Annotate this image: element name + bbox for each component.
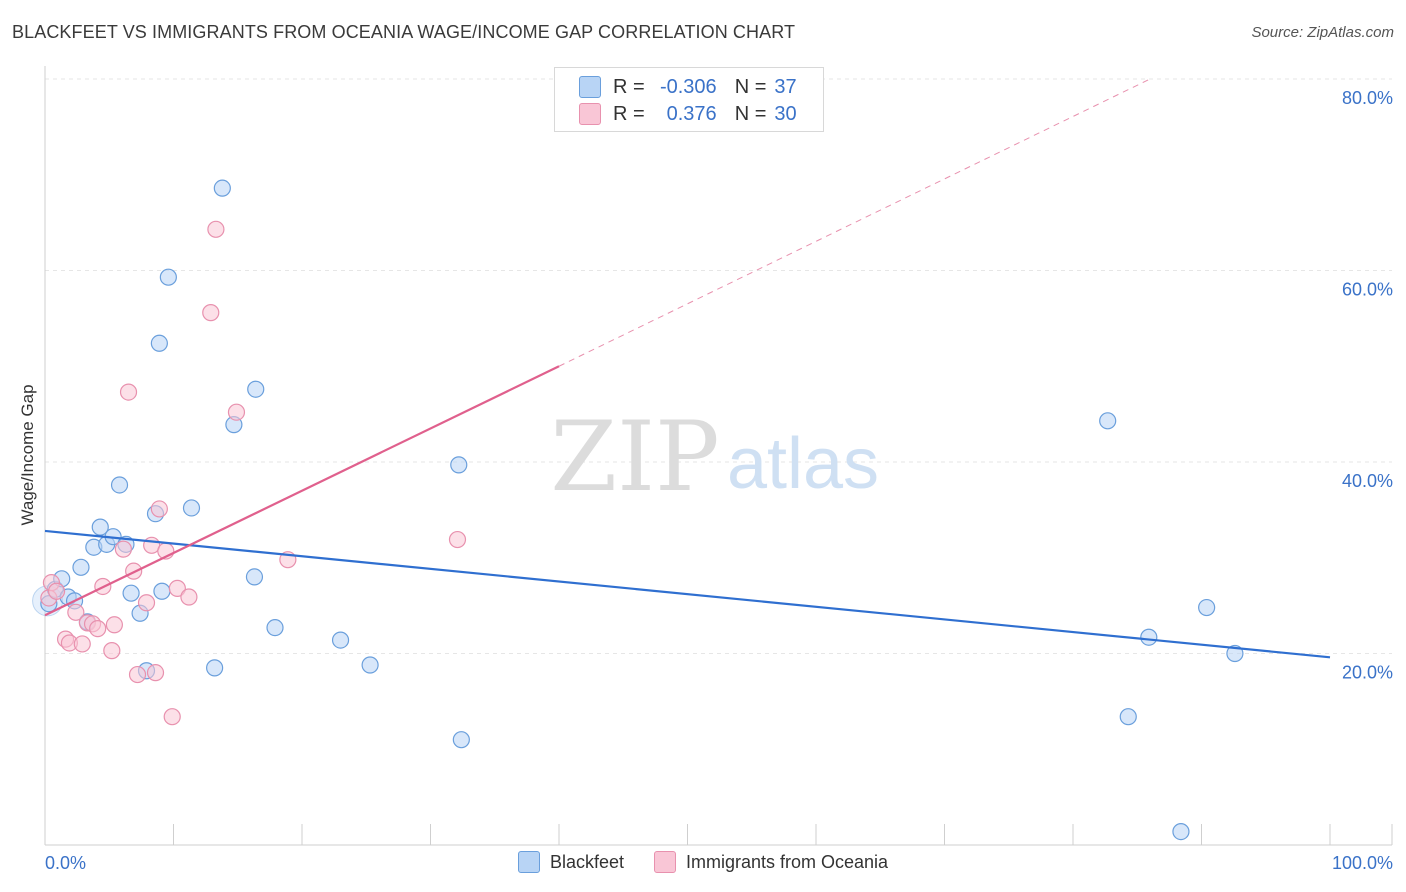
- legend-n-label: N =: [734, 102, 767, 125]
- blackfeet-point: [452, 731, 470, 749]
- legend-swatch-blue: [517, 851, 540, 873]
- x-tick-label: 0.0%: [45, 853, 86, 873]
- oceania-point: [119, 383, 138, 401]
- legend-label-oceania: Immigrants from Oceania: [685, 851, 889, 872]
- blackfeet-point: [72, 558, 90, 576]
- legend-r-label: R =: [613, 75, 645, 98]
- series-legend: Blackfeet Immigrants from Oceania: [0, 851, 1406, 873]
- oceania-point: [448, 530, 467, 549]
- watermark: ZIP atlas: [550, 401, 879, 513]
- legend-n-value: 37: [774, 75, 797, 98]
- legend-swatch-blue: [579, 76, 601, 98]
- legend-n-value: 30: [774, 102, 797, 125]
- oceania-point: [202, 304, 220, 322]
- blackfeet-point: [450, 456, 468, 474]
- blackfeet-point: [1226, 644, 1244, 663]
- y-tick-label: 80.0%: [1342, 88, 1393, 108]
- blackfeet-point: [153, 582, 171, 600]
- legend-swatch-pink: [579, 103, 601, 125]
- oceania-point: [207, 220, 225, 238]
- oceania-point: [137, 594, 156, 612]
- legend-r-value: -0.306: [659, 75, 717, 98]
- oceania-point: [89, 620, 107, 638]
- blackfeet-point: [1140, 628, 1158, 646]
- oceania-trendline: [44, 365, 560, 617]
- watermark-zip: ZIP: [550, 401, 719, 513]
- oceania-point: [105, 616, 123, 634]
- legend-row-blackfeet: R = -0.306 N = 37: [579, 72, 797, 102]
- blackfeet-point: [1172, 822, 1190, 841]
- oceania-point: [168, 579, 186, 597]
- legend-n-label: N =: [734, 75, 767, 98]
- oceania-point: [180, 588, 198, 606]
- legend-item-oceania: Immigrants from Oceania: [653, 851, 889, 873]
- legend-item-blackfeet: Blackfeet: [517, 851, 624, 873]
- blackfeet-point: [213, 179, 231, 197]
- blackfeet-point: [1119, 708, 1137, 726]
- blackfeet-point: [247, 380, 265, 398]
- y-tick-label: 60.0%: [1342, 280, 1393, 300]
- blackfeet-point: [91, 518, 109, 536]
- correlation-legend: R = -0.306 N = 37 R = 0.376 N = 30: [554, 67, 824, 132]
- y-tick-label: 40.0%: [1342, 471, 1393, 491]
- blackfeet-point: [150, 334, 168, 352]
- oceania-point: [150, 500, 168, 518]
- legend-label-blackfeet: Blackfeet: [549, 851, 624, 872]
- blackfeet-point: [1198, 598, 1216, 617]
- watermark-atlas: atlas: [727, 424, 879, 504]
- legend-r-value: 0.376: [666, 102, 717, 125]
- y-tick-label: 20.0%: [1342, 663, 1393, 683]
- oceania-point: [163, 708, 181, 726]
- oceania-point: [227, 403, 246, 421]
- oceania-point: [73, 635, 91, 653]
- oceania-point: [114, 540, 132, 558]
- blackfeet-point: [206, 659, 224, 677]
- oceania-point: [146, 664, 165, 682]
- legend-row-oceania: R = 0.376 N = 30: [579, 99, 797, 129]
- blackfeet-point: [245, 568, 264, 586]
- blackfeet-point: [331, 631, 350, 649]
- legend-swatch-pink: [653, 851, 676, 873]
- oceania-point: [47, 582, 66, 600]
- blackfeet-point: [266, 619, 284, 637]
- blackfeet-point: [159, 268, 177, 286]
- blackfeet-point: [122, 584, 140, 602]
- blackfeet-trendline: [44, 529, 1331, 659]
- oceania-point: [103, 642, 121, 660]
- blackfeet-point: [182, 499, 201, 517]
- blackfeet-point: [361, 656, 379, 674]
- blackfeet-point: [110, 476, 129, 494]
- source-label: Source: ZipAtlas.com: [1251, 24, 1394, 41]
- blackfeet-point: [1099, 412, 1117, 430]
- x-tick-label: 100.0%: [1332, 853, 1393, 873]
- chart-title: BLACKFEET VS IMMIGRANTS FROM OCEANIA WAG…: [12, 22, 796, 42]
- y-axis-title: Wage/Income Gap: [18, 384, 37, 525]
- oceania-point: [67, 603, 85, 621]
- legend-r-label: R =: [613, 102, 645, 125]
- oceania-point: [128, 665, 147, 684]
